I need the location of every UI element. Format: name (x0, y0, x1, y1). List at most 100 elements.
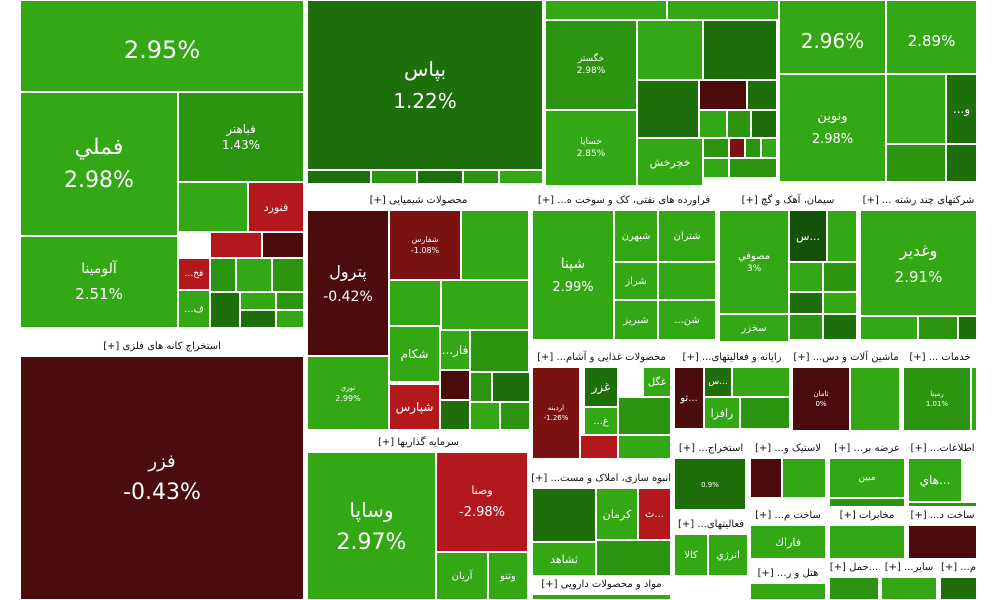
stock-tile[interactable] (958, 316, 977, 340)
stock-tile[interactable] (827, 210, 857, 262)
sector-header[interactable]: خدمات ... [+] (903, 349, 977, 367)
stock-tile[interactable]: فملي 2.98% (20, 92, 178, 236)
sector-header[interactable]: مخابرات [+] (829, 507, 905, 525)
sector-header[interactable]: سرمایه گذاریها [+] (307, 434, 530, 452)
stock-tile[interactable] (829, 577, 879, 600)
stock-tile[interactable]: ...هاي (908, 458, 962, 502)
stock-tile[interactable] (461, 210, 529, 280)
stock-tile[interactable] (667, 0, 779, 20)
stock-tile[interactable] (971, 367, 977, 431)
stock-tile[interactable] (500, 402, 530, 430)
sector-header[interactable]: م... [+] (940, 559, 977, 577)
stock-tile[interactable]: شپنا 2.99% (532, 210, 614, 340)
stock-tile[interactable] (441, 280, 529, 330)
stock-tile[interactable] (886, 74, 946, 144)
stock-tile[interactable]: شن... (658, 300, 716, 340)
sector-header[interactable]: هتل و ر... [+] (750, 565, 826, 583)
stock-tile[interactable] (729, 158, 777, 178)
sector-header[interactable]: فراورده های نفتی، کک و سوخت ه... [+] (532, 192, 716, 210)
stock-tile[interactable] (886, 144, 946, 182)
stock-tile[interactable] (440, 370, 470, 400)
stock-tile[interactable]: فنورد (248, 182, 304, 232)
stock-tile[interactable] (637, 20, 703, 80)
stock-tile[interactable] (470, 402, 500, 430)
stock-tile[interactable]: پترول -0.42% (307, 210, 389, 356)
stock-tile[interactable]: 2.96% (779, 0, 886, 74)
stock-tile[interactable] (860, 316, 918, 340)
sector-header[interactable]: انبوه سازی، املاک و مست... [+] (532, 470, 671, 488)
stock-tile[interactable] (240, 310, 276, 328)
stock-tile[interactable]: كرمان (596, 488, 638, 540)
stock-tile[interactable] (699, 80, 747, 110)
stock-tile[interactable]: شفارس -1.08% (389, 210, 461, 280)
stock-tile[interactable]: آلومينا 2.51% (20, 236, 178, 328)
stock-tile[interactable] (240, 292, 276, 310)
stock-tile[interactable]: وساپا 2.97% (307, 452, 436, 600)
stock-tile[interactable] (751, 110, 777, 138)
stock-tile[interactable] (850, 367, 900, 431)
stock-tile[interactable]: 2.89% (886, 0, 977, 74)
stock-tile[interactable]: خچرخش (637, 138, 703, 186)
stock-tile[interactable] (699, 110, 727, 138)
stock-tile[interactable] (789, 292, 823, 314)
stock-tile[interactable]: ...س (789, 210, 827, 262)
stock-tile[interactable] (829, 525, 905, 559)
stock-tile[interactable] (470, 372, 492, 402)
stock-tile[interactable] (703, 158, 729, 178)
sector-header[interactable]: ساخت م... [+] (750, 507, 826, 525)
stock-tile[interactable]: فباهنر 1.43% (178, 92, 304, 182)
stock-tile[interactable]: وغدير 2.91% (860, 210, 977, 316)
stock-tile[interactable] (727, 110, 751, 138)
stock-tile[interactable] (178, 182, 248, 232)
stock-tile[interactable]: شراز (614, 262, 658, 300)
stock-tile[interactable] (823, 262, 857, 292)
sector-header[interactable]: اطلاعات... [+] (908, 440, 977, 458)
stock-tile[interactable] (729, 138, 745, 158)
sector-header[interactable]: استخراج کانه های فلزی [+] (20, 338, 304, 356)
stock-tile[interactable] (823, 292, 857, 314)
stock-tile[interactable] (210, 232, 262, 258)
stock-tile[interactable]: ...تو (674, 367, 704, 429)
sector-header[interactable]: شرکتهای چند رشته ... [+] (860, 192, 977, 210)
stock-tile[interactable] (580, 435, 618, 459)
stock-tile[interactable]: فخ... (178, 258, 210, 290)
stock-tile[interactable]: فار... (440, 330, 470, 370)
stock-tile[interactable]: انرژي (708, 534, 748, 576)
stock-tile[interactable]: شپارس (389, 384, 440, 430)
stock-tile[interactable] (750, 458, 782, 498)
stock-tile[interactable]: رمپنا 1.01% (903, 367, 971, 431)
sector-header[interactable]: محصولات شیمیایی [+] (307, 192, 530, 210)
stock-tile[interactable]: و... (946, 74, 977, 144)
stock-tile[interactable]: نوري 2.99% (307, 356, 389, 430)
stock-tile[interactable]: شتران (658, 210, 716, 262)
stock-tile[interactable] (618, 435, 671, 459)
stock-tile[interactable] (637, 80, 699, 138)
stock-tile[interactable] (417, 170, 463, 184)
stock-tile[interactable] (276, 310, 304, 328)
stock-tile[interactable] (532, 488, 596, 542)
sector-header[interactable]: سیمان، آهک و گچ [+] (719, 192, 857, 210)
stock-tile[interactable] (703, 20, 777, 80)
stock-tile[interactable]: فزر -0.43% (20, 356, 304, 600)
stock-tile[interactable] (881, 577, 937, 600)
sector-header[interactable]: محصولات غذایی و آشام... [+] (532, 349, 671, 367)
stock-tile[interactable]: بپاس 1.22% (307, 0, 543, 170)
stock-tile[interactable]: كالا (674, 534, 708, 576)
stock-tile[interactable] (371, 170, 417, 184)
stock-tile[interactable]: خساپا 2.85% (545, 110, 637, 186)
stock-tile[interactable]: ف... (178, 290, 210, 328)
stock-tile[interactable]: وتنو (488, 552, 528, 600)
stock-tile[interactable] (829, 498, 905, 507)
sector-header[interactable]: استخراج... [+] (674, 440, 748, 458)
stock-tile[interactable] (740, 397, 790, 429)
sector-header[interactable]: ماشین آلات و دس... [+] (792, 349, 900, 367)
stock-tile[interactable]: 0.9% (674, 458, 746, 510)
stock-tile[interactable] (389, 280, 441, 326)
stock-tile[interactable] (262, 232, 304, 258)
stock-tile[interactable]: 2.95% (20, 0, 304, 92)
stock-tile[interactable] (703, 138, 729, 158)
sector-header[interactable]: عرضه بر... [+] (829, 440, 905, 458)
stock-tile[interactable]: غگل (643, 367, 671, 397)
sector-header[interactable]: لاستیک و... [+] (750, 440, 826, 458)
stock-tile[interactable]: شكام (389, 326, 440, 382)
